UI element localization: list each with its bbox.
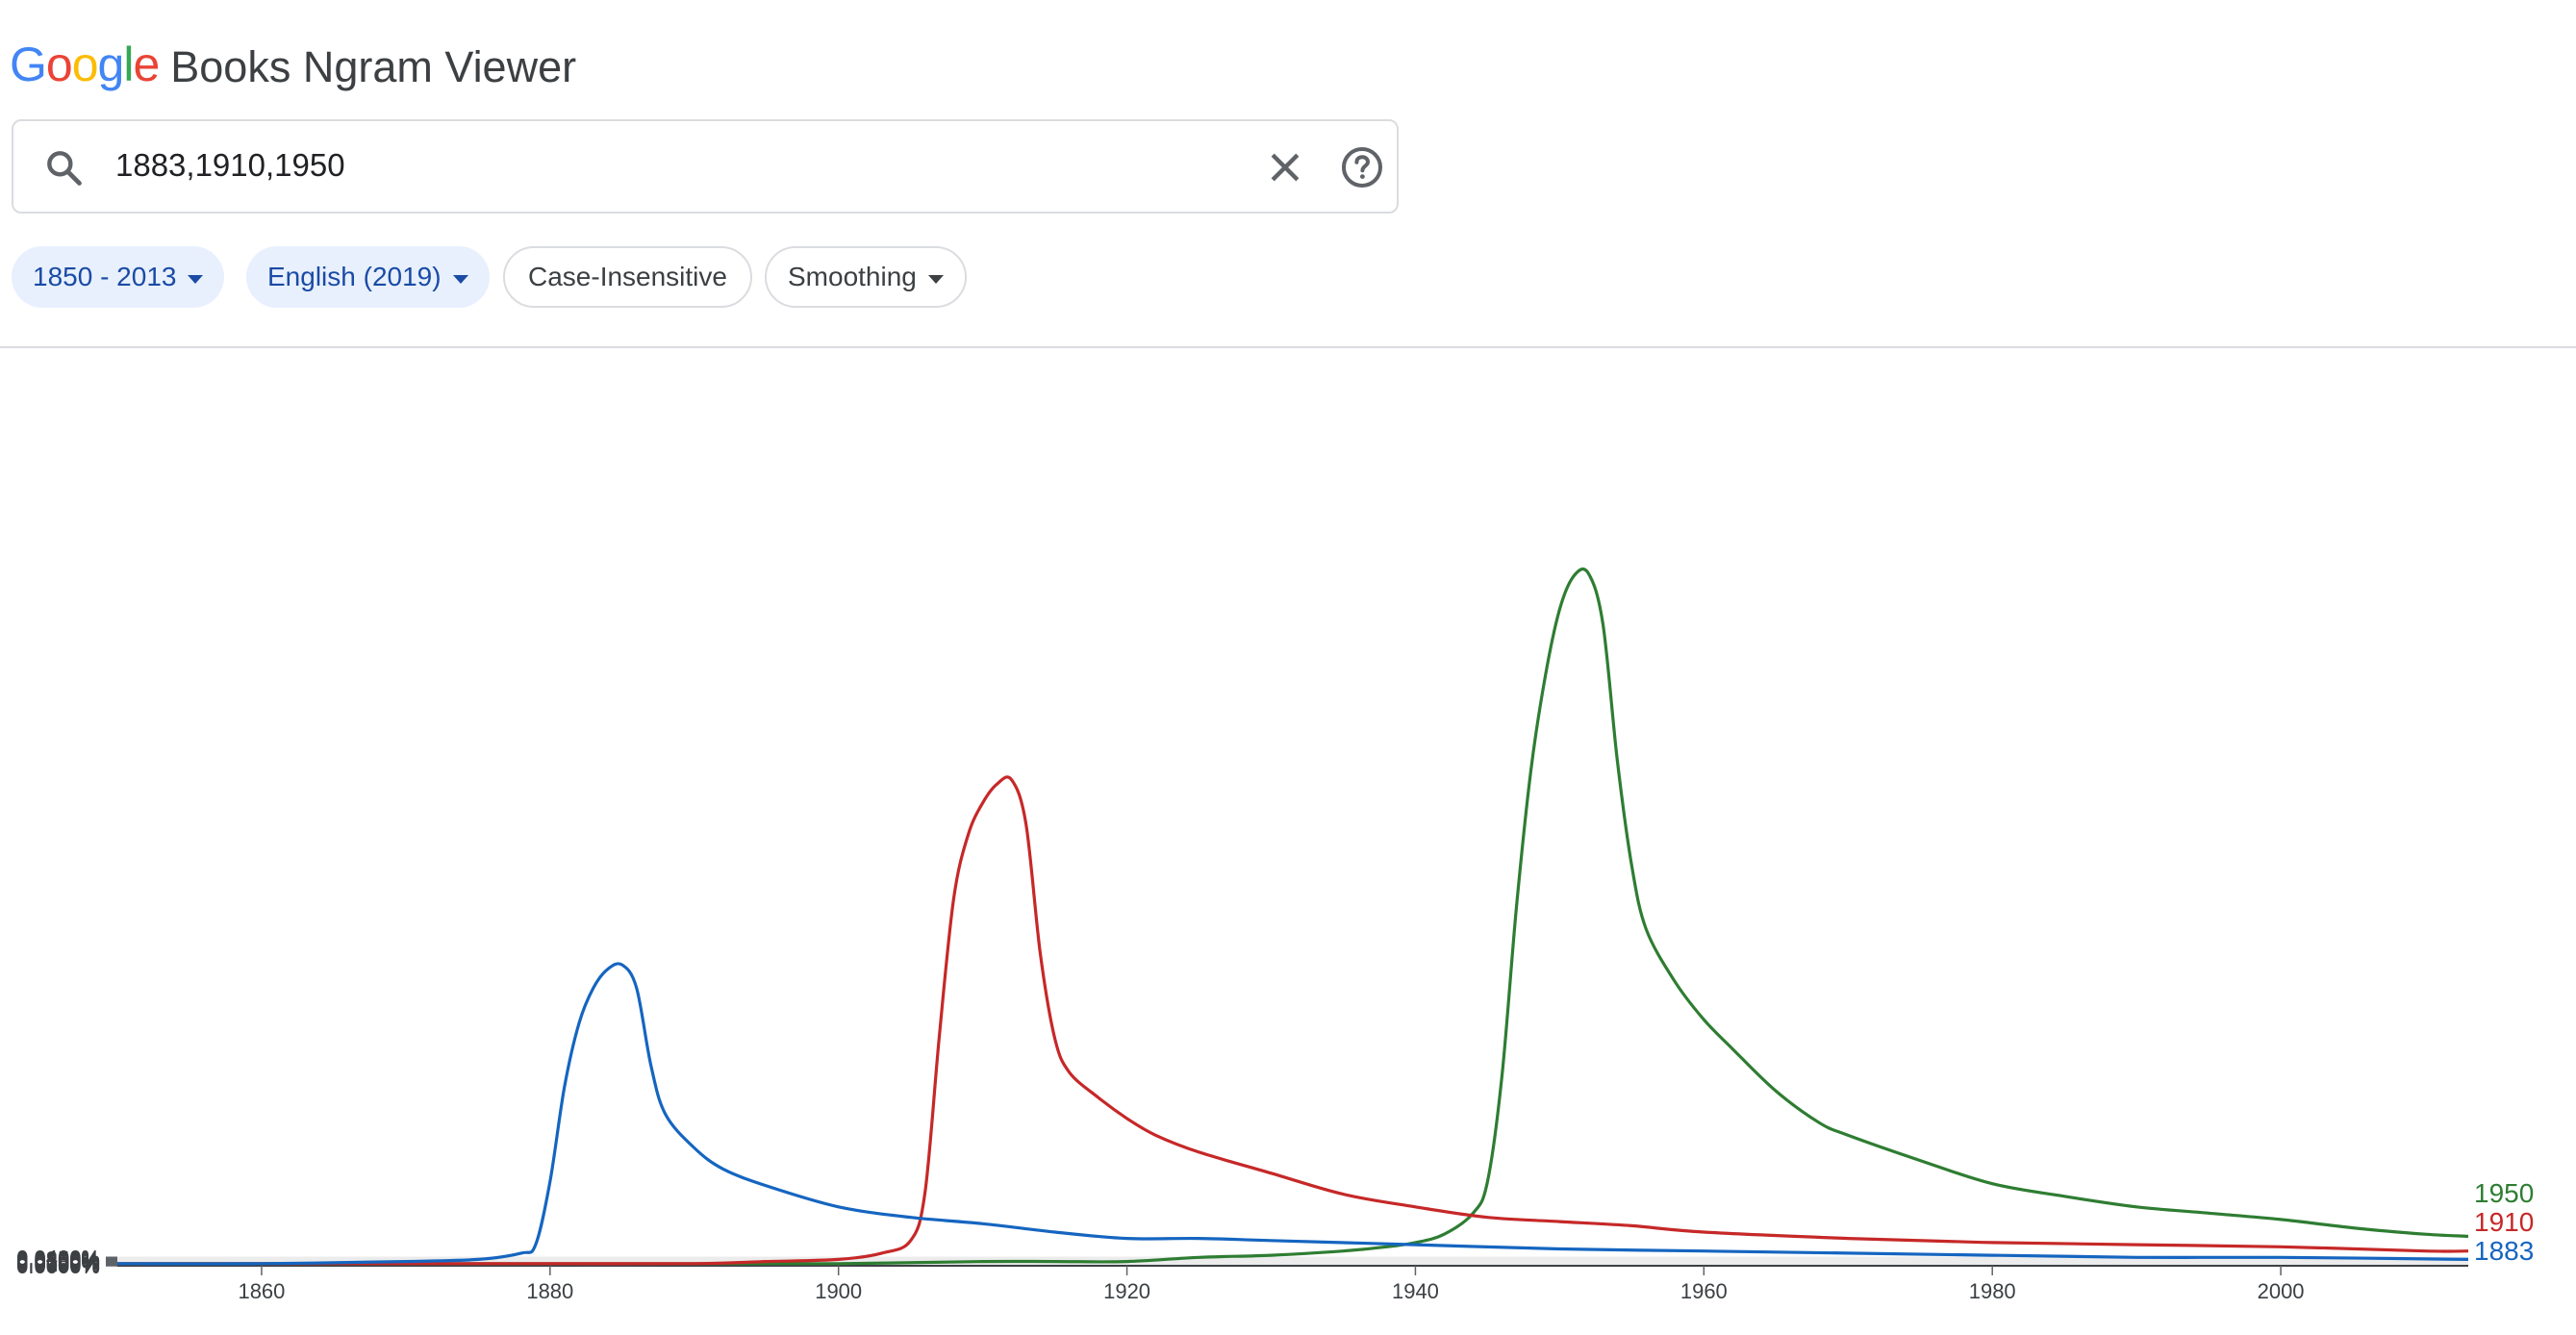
ngram-chart: 0.0000%0.0050%0.0100%0.0150%0.0200%0.025… (16, 567, 2534, 1303)
series-line-1950 (117, 567, 2469, 1266)
case-insensitive-toggle[interactable]: Case-Insensitive (503, 246, 752, 308)
logo-letter: G (10, 38, 47, 91)
help-icon[interactable] (1339, 144, 1385, 190)
search-input[interactable]: 1883,1910,1950 (115, 147, 345, 183)
app-header: Google Books Ngram Viewer (10, 21, 576, 88)
search-icon[interactable] (42, 146, 85, 189)
y-tick-label: 0.0200% (16, 1250, 100, 1274)
series-label-1883: 1883 (2474, 1236, 2534, 1266)
search-box[interactable]: 1883,1910,1950 (12, 119, 1399, 214)
x-tick-label: 1880 (526, 1279, 573, 1303)
smoothing-label: Smoothing (788, 262, 917, 291)
y-tick-label: 0.0000% (16, 1254, 100, 1278)
google-logo[interactable]: Google (10, 38, 160, 91)
series-line-1910 (117, 775, 2469, 1266)
chevron-down-icon (452, 274, 468, 284)
year-range-label: 1850 - 2013 (33, 262, 177, 291)
x-tick-label: 1940 (1392, 1279, 1439, 1303)
corpus-dropdown[interactable]: English (2019) (246, 246, 490, 308)
y-tick-label: 0.0100% (16, 1252, 100, 1276)
y-tick-label: 0.0300% (16, 1247, 100, 1272)
case-insensitive-label: Case-Insensitive (528, 262, 727, 291)
year-range-dropdown[interactable]: 1850 - 2013 (12, 246, 225, 308)
y-tick-label: 0.0350% (16, 1247, 100, 1271)
corpus-label: English (2019) (267, 262, 442, 291)
y-tick-label: 0.0250% (16, 1249, 100, 1273)
x-tick-label: 1920 (1103, 1279, 1150, 1303)
y-tick-label: 0.0400% (16, 1246, 100, 1270)
logo-letter: l (123, 38, 134, 91)
x-tick-label: 1860 (238, 1279, 285, 1303)
logo-letter: o (71, 38, 99, 91)
chevron-down-icon (188, 274, 204, 284)
logo-letter: e (133, 38, 160, 91)
series-label-1910: 1910 (2474, 1207, 2534, 1237)
logo-letter: g (97, 38, 125, 91)
x-tick-label: 1900 (815, 1279, 862, 1303)
y-tick-label: 0.0050% (16, 1253, 100, 1277)
series-line-1883 (116, 962, 2469, 1266)
chevron-down-icon (927, 274, 944, 284)
header-divider (0, 346, 2576, 348)
close-icon[interactable] (1264, 146, 1306, 189)
smoothing-dropdown[interactable]: Smoothing (765, 246, 967, 308)
y-tick-label: 0.0150% (16, 1251, 100, 1275)
x-tick-label: 1980 (1969, 1279, 2016, 1303)
app-title: Books Ngram Viewer (170, 42, 577, 91)
series-label-1950: 1950 (2474, 1178, 2534, 1208)
x-tick-label: 1960 (1680, 1279, 1728, 1303)
logo-letter: o (45, 38, 73, 91)
x-tick-label: 2000 (2258, 1279, 2305, 1303)
